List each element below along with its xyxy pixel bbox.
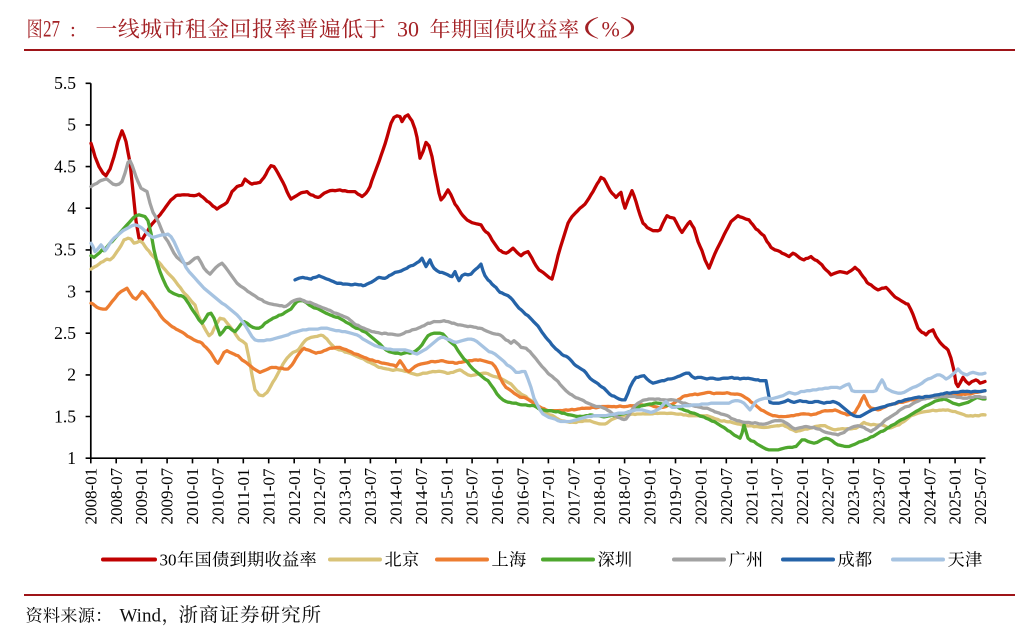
svg-text:5: 5 [67,115,76,135]
svg-text:2009-07: 2009-07 [158,467,177,524]
svg-text:2016-07: 2016-07 [514,467,533,524]
svg-text:2024-07: 2024-07 [920,467,939,524]
svg-text:2018-01: 2018-01 [590,468,609,525]
svg-text:2010-01: 2010-01 [183,468,202,525]
svg-text:1.5: 1.5 [54,406,76,426]
svg-text:2008-07: 2008-07 [107,467,126,524]
svg-text:2: 2 [67,365,76,385]
svg-text:2012-01: 2012-01 [285,468,304,525]
svg-text:Wind: Wind [120,606,162,627]
svg-text:2022-07: 2022-07 [819,467,838,524]
svg-text:2.5: 2.5 [54,323,76,343]
svg-text:2021-07: 2021-07 [768,467,787,524]
svg-text:1: 1 [67,448,76,468]
svg-text:2024-01: 2024-01 [895,468,914,525]
svg-text:2020-07: 2020-07 [717,467,736,524]
svg-text:2023-01: 2023-01 [844,468,863,525]
svg-text:2016-01: 2016-01 [488,468,507,525]
svg-text:4.5: 4.5 [54,156,76,176]
svg-text:2015-07: 2015-07 [463,467,482,524]
svg-text:2013-07: 2013-07 [361,467,380,524]
svg-text:2017-07: 2017-07 [564,467,583,524]
svg-text:2010-07: 2010-07 [209,467,228,524]
svg-text:4: 4 [67,198,76,218]
svg-text:2019-01: 2019-01 [641,468,660,525]
svg-text:2009-01: 2009-01 [132,468,151,525]
svg-text:5.5: 5.5 [54,73,76,93]
svg-text:2012-07: 2012-07 [310,467,329,524]
svg-text:30: 30 [397,17,419,42]
svg-text:2025-07: 2025-07 [971,467,990,524]
svg-text:2018-07: 2018-07 [615,467,634,524]
svg-text::: : [70,18,76,42]
svg-text:30: 30 [160,551,177,570]
svg-text:2021-01: 2021-01 [742,468,761,525]
svg-text:2015-01: 2015-01 [437,468,456,525]
svg-text:%: % [602,17,620,42]
svg-text:2020-01: 2020-01 [692,468,711,525]
svg-text:2013-01: 2013-01 [336,468,355,525]
svg-text:2011-07: 2011-07 [259,468,278,525]
svg-text:2022-01: 2022-01 [793,468,812,525]
svg-text:3: 3 [67,281,76,301]
svg-text:2017-01: 2017-01 [539,468,558,525]
svg-text:2014-01: 2014-01 [386,468,405,525]
svg-text:3.5: 3.5 [54,240,76,260]
svg-text:2011-01: 2011-01 [234,468,253,524]
svg-text:2019-07: 2019-07 [666,467,685,524]
svg-text:2008-01: 2008-01 [81,468,100,525]
svg-text:27: 27 [43,17,60,42]
svg-text:2023-07: 2023-07 [869,467,888,524]
svg-text:2014-07: 2014-07 [412,467,431,524]
svg-text:2025-01: 2025-01 [946,468,965,525]
